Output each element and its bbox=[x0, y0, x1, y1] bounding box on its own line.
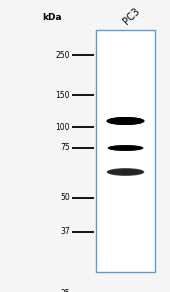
Ellipse shape bbox=[109, 146, 142, 150]
Ellipse shape bbox=[107, 145, 143, 151]
Text: 50: 50 bbox=[60, 194, 70, 202]
Ellipse shape bbox=[108, 118, 143, 124]
Text: 75: 75 bbox=[60, 143, 70, 152]
Ellipse shape bbox=[108, 169, 143, 175]
Text: kDa: kDa bbox=[42, 13, 62, 22]
Text: 100: 100 bbox=[55, 123, 70, 131]
Ellipse shape bbox=[107, 169, 144, 175]
Ellipse shape bbox=[106, 168, 144, 176]
Text: PC3: PC3 bbox=[121, 6, 141, 26]
Ellipse shape bbox=[108, 145, 143, 151]
Ellipse shape bbox=[107, 117, 144, 125]
Ellipse shape bbox=[108, 118, 143, 124]
Ellipse shape bbox=[107, 117, 144, 124]
Ellipse shape bbox=[108, 118, 143, 124]
Ellipse shape bbox=[108, 145, 143, 151]
Text: 25: 25 bbox=[60, 288, 70, 292]
Text: 150: 150 bbox=[55, 91, 70, 100]
Ellipse shape bbox=[107, 117, 144, 125]
Ellipse shape bbox=[108, 169, 143, 175]
Bar bbox=[96, 30, 155, 272]
Ellipse shape bbox=[107, 168, 144, 176]
Ellipse shape bbox=[107, 117, 144, 125]
Ellipse shape bbox=[107, 118, 143, 124]
Ellipse shape bbox=[109, 146, 142, 150]
Ellipse shape bbox=[108, 119, 143, 124]
Ellipse shape bbox=[107, 169, 143, 175]
Ellipse shape bbox=[107, 168, 144, 175]
Ellipse shape bbox=[108, 169, 143, 175]
Text: 37: 37 bbox=[60, 227, 70, 237]
Ellipse shape bbox=[107, 168, 144, 176]
Text: 250: 250 bbox=[55, 51, 70, 60]
Ellipse shape bbox=[106, 117, 144, 125]
Ellipse shape bbox=[109, 146, 142, 150]
Ellipse shape bbox=[107, 118, 144, 124]
Ellipse shape bbox=[107, 168, 144, 175]
Ellipse shape bbox=[108, 118, 143, 124]
Ellipse shape bbox=[108, 145, 143, 151]
Ellipse shape bbox=[109, 146, 142, 150]
Ellipse shape bbox=[108, 146, 143, 150]
Ellipse shape bbox=[108, 145, 143, 150]
Ellipse shape bbox=[108, 145, 143, 151]
